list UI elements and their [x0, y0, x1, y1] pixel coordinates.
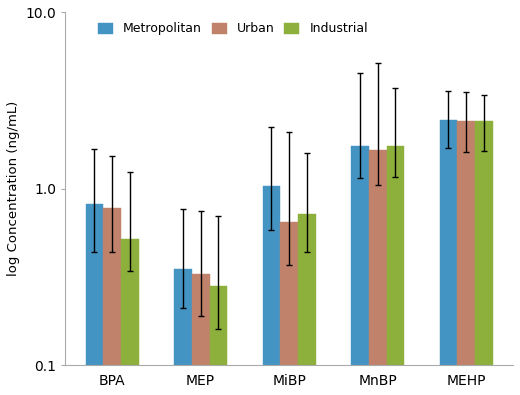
Bar [386, 146, 404, 395]
Bar [298, 214, 316, 395]
Bar [439, 120, 457, 395]
Bar [103, 208, 121, 395]
Bar [280, 222, 298, 395]
Bar [351, 146, 369, 395]
Bar [86, 204, 103, 395]
Bar [121, 239, 139, 395]
Bar [210, 286, 227, 395]
Y-axis label: log Concentration (ng/mL): log Concentration (ng/mL) [7, 101, 20, 276]
Bar [263, 186, 280, 395]
Bar [457, 121, 475, 395]
Bar [475, 121, 493, 395]
Bar [174, 269, 192, 395]
Bar [192, 274, 210, 395]
Legend: Metropolitan, Urban, Industrial: Metropolitan, Urban, Industrial [94, 19, 372, 39]
Bar [369, 150, 386, 395]
